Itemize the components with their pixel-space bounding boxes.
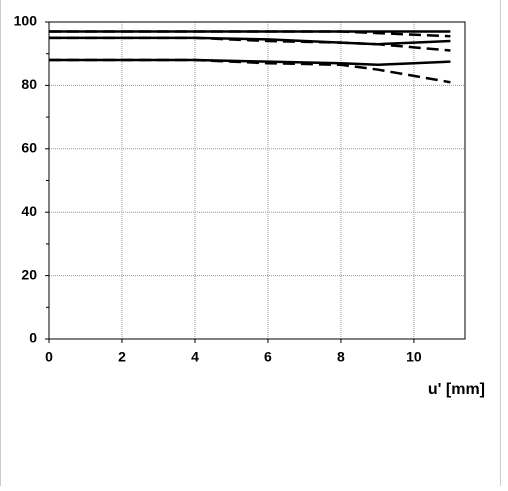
x-tick-label: 8 [337, 349, 345, 365]
x-tick-label: 6 [264, 349, 272, 365]
dashed-line [49, 30, 451, 38]
x-tick-label: 4 [191, 349, 199, 365]
x-axis-label: u' [mm] [428, 381, 485, 398]
x-tick-label: 10 [406, 349, 422, 365]
x-tick-label: 2 [118, 349, 126, 365]
y-tick-label: 80 [21, 76, 37, 92]
y-tick-label: 40 [21, 203, 37, 219]
solid-line [49, 58, 451, 67]
dashed-line [49, 58, 451, 84]
y-tick-label: 20 [21, 266, 37, 282]
x-tick-label: 0 [45, 349, 53, 365]
dashed-line [49, 36, 451, 52]
y-tick-label: 60 [21, 140, 37, 156]
y-tick-label: 0 [29, 330, 37, 346]
y-tick-label: 100 [14, 13, 38, 29]
plot-frame [48, 21, 466, 340]
